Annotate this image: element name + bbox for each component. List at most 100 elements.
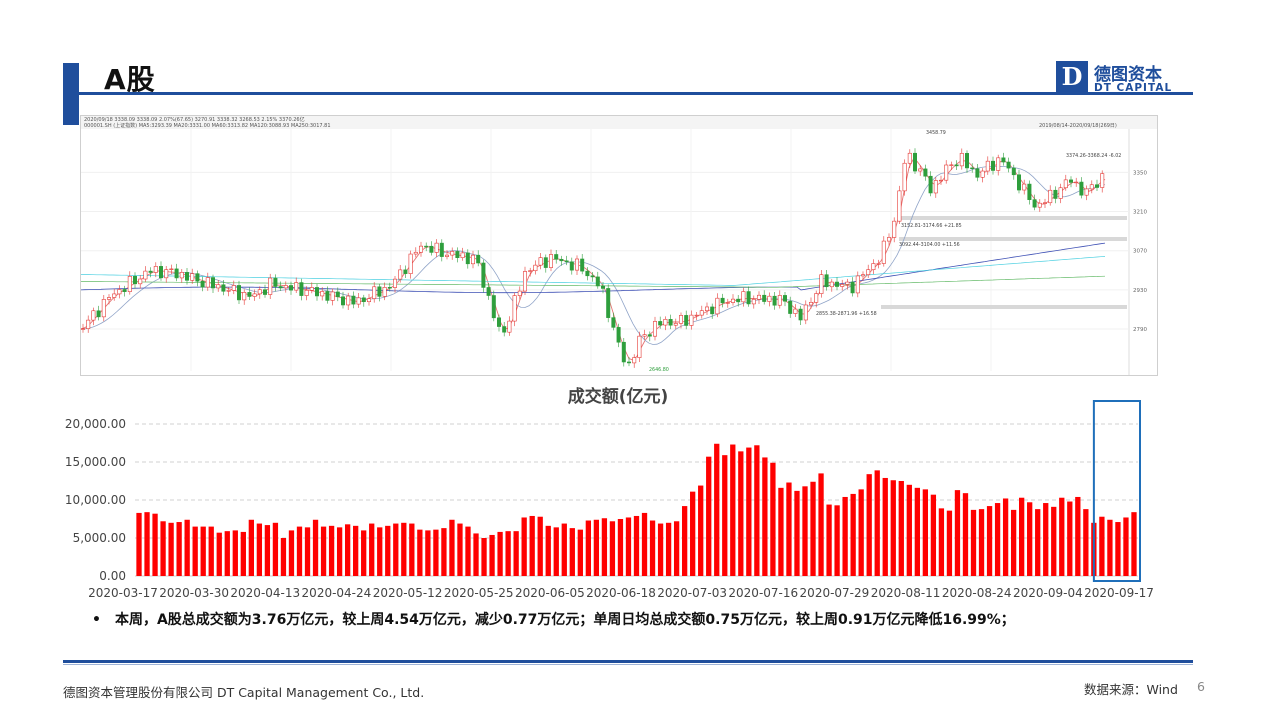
kline-price-tick: 3350 [1133, 170, 1147, 176]
kline-candle-body [320, 291, 325, 297]
kline-candle-body [876, 263, 881, 265]
kline-candle-body [990, 160, 995, 171]
kline-candle-body [668, 318, 673, 326]
kline-candle-body [980, 170, 985, 178]
turnover-bar [714, 443, 720, 576]
kline-candle-body [907, 152, 912, 164]
bullet-dot: • [92, 612, 101, 628]
turnover-bar [569, 528, 575, 576]
kline-candle-body [1011, 167, 1016, 176]
turnover-bar [1131, 512, 1137, 576]
kline-candle-body [424, 245, 429, 248]
kline-candle-body [372, 286, 377, 299]
turnover-bar [690, 491, 696, 576]
ma250-line [81, 275, 1106, 288]
turnover-bar [449, 519, 455, 576]
kline-candle-body [923, 168, 928, 177]
turnover-bar [914, 487, 920, 576]
turnover-bar [954, 490, 961, 576]
kline-candle-body [91, 310, 96, 321]
kline-candle-body [585, 270, 590, 277]
turnover-bar [754, 445, 760, 576]
kline-candle-body [897, 190, 902, 222]
turnover-bar [521, 517, 527, 576]
turnover-bar [1123, 517, 1129, 576]
kline-candle-body [96, 310, 101, 318]
kline-candle-body [741, 291, 746, 303]
turnover-bar [906, 484, 912, 576]
turnover-bar [513, 531, 519, 576]
kline-candle-body [866, 269, 871, 275]
kline-candle-body [299, 282, 304, 296]
turnover-bar [505, 531, 511, 576]
turnover-bar [425, 530, 431, 576]
kline-candle-body [195, 273, 200, 282]
turnover-bar [385, 525, 391, 576]
turnover-bar [730, 444, 736, 576]
turnover-bar [256, 523, 263, 576]
turnover-bar [818, 473, 824, 576]
footer-rule-thin [63, 664, 1193, 665]
turnover-bar [762, 457, 768, 576]
turnover-bar [746, 447, 752, 576]
kline-candle-body [1016, 174, 1021, 191]
turnover-bar [176, 522, 182, 576]
kline-candle-body [315, 287, 320, 297]
kline-candle-body [970, 167, 975, 170]
kline-candle-body [221, 284, 226, 292]
kline-price-tick: 3210 [1133, 210, 1147, 216]
turnover-bar [353, 525, 359, 576]
turnover-bar [457, 523, 463, 576]
kline-candle-body [652, 321, 657, 337]
turnover-bar [1019, 497, 1025, 576]
kline-candle-body [268, 277, 273, 295]
kline-candle-body [512, 295, 517, 322]
kline-candle-body [398, 269, 403, 280]
turnover-bar [280, 538, 287, 576]
y-tick-label: 20,000.00 [65, 417, 126, 431]
kline-candle-body [1001, 157, 1006, 163]
kline-candle-body [517, 290, 522, 296]
kline-candle-body [408, 253, 413, 274]
turnover-bar [441, 528, 447, 576]
turnover-bar [417, 529, 423, 576]
kline-candle-body [507, 320, 512, 333]
turnover-bar [433, 529, 439, 576]
kline-candle-body [138, 278, 143, 285]
y-tick-label: 10,000.00 [65, 493, 126, 507]
kline-candle-body [522, 271, 527, 292]
y-tick-label: 0.00 [99, 569, 126, 583]
kline-candle-body [725, 302, 730, 304]
turnover-bar [336, 527, 343, 576]
kline-candle-body [143, 270, 148, 280]
kline-candle-body [808, 302, 813, 306]
kline-candle-body [819, 274, 824, 294]
turnover-bar [850, 493, 856, 576]
turnover-bar [874, 470, 880, 576]
kline-candle-body [964, 153, 969, 169]
kline-candle-body [434, 242, 439, 253]
x-tick-label: 2020-03-30 [159, 586, 229, 600]
kline-candle-body [855, 275, 860, 294]
turnover-bar [248, 519, 254, 576]
kline-candle-body [933, 180, 938, 194]
kline-candle-body [590, 275, 595, 278]
kline-candle-body [543, 257, 548, 268]
turnover-bar [778, 487, 784, 576]
kline-candle-body [330, 291, 335, 301]
turnover-bar [168, 522, 174, 576]
kline-candle-body [1084, 188, 1089, 196]
turnover-bar [1059, 497, 1065, 576]
kline-candle-body [1068, 179, 1073, 183]
kline-svg: 2020/09/18 3338.09 3338.09 2.07%(67.65) … [80, 116, 1157, 375]
turnover-bar [1010, 509, 1017, 576]
kline-annotation: 3374.26-3368.24 -6.02 [1066, 153, 1121, 159]
turnover-bar [304, 527, 311, 576]
kline-candle-body [564, 260, 569, 263]
kline-candle-body [678, 315, 683, 324]
kline-candle-body [642, 334, 647, 337]
kline-candle-body [496, 317, 501, 327]
kline-candle-body [1089, 184, 1094, 190]
kline-candle-body [777, 295, 782, 306]
kline-candle-body [720, 297, 725, 304]
